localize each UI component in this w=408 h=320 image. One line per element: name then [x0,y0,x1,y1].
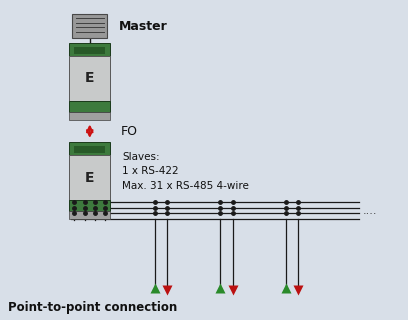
Text: E: E [85,171,95,185]
Bar [69,200,110,211]
Bar [69,112,110,120]
Bar [69,155,110,200]
Text: Slaves:
1 x RS-422
Max. 31 x RS-485 4-wire: Slaves: 1 x RS-422 Max. 31 x RS-485 4-wi… [122,152,249,191]
Bar [69,43,110,56]
Bar [69,101,110,112]
Bar [74,47,105,54]
Text: E: E [85,71,95,85]
Text: Point-to-point connection: Point-to-point connection [8,301,177,314]
Bar [73,14,107,38]
Text: FO: FO [120,125,137,138]
Bar [69,56,110,101]
Bar [74,146,105,153]
Bar [69,211,110,219]
Bar [69,142,110,155]
Text: ....: .... [363,205,378,216]
Text: Master: Master [119,20,168,33]
